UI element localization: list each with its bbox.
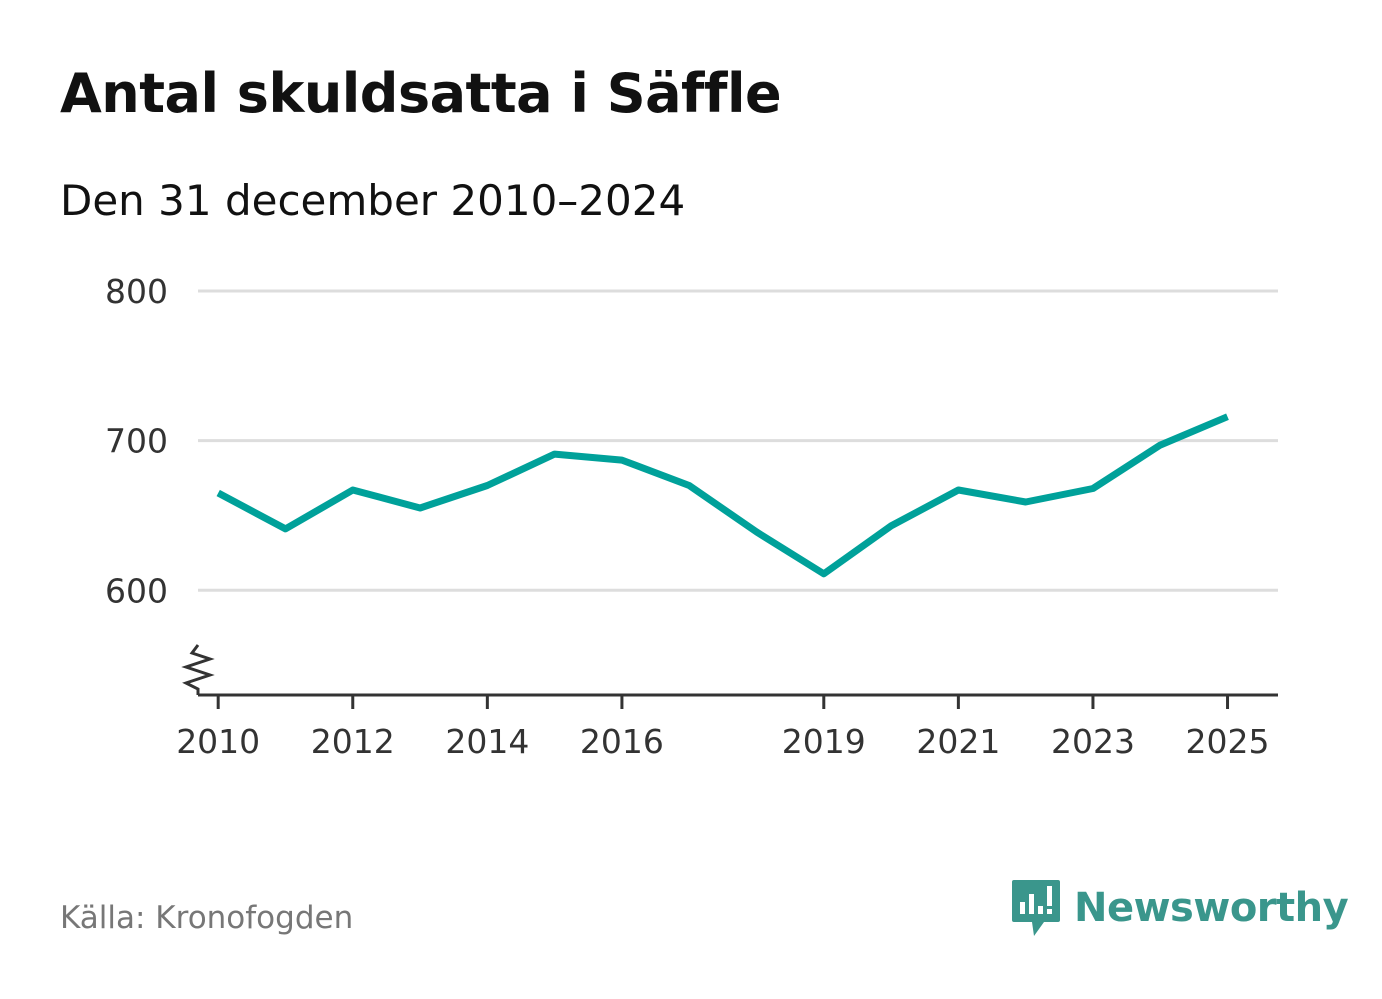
series-line-0	[216, 413, 1229, 578]
x-tick-label-2021: 2021	[916, 722, 1000, 761]
chart-title: Antal skuldsatta i Säffle	[60, 62, 782, 125]
y-tick-label-700: 700	[105, 422, 168, 461]
chart-subtitle: Den 31 december 2010–2024	[60, 176, 686, 225]
y-tick-labels: 600 700 800	[105, 272, 168, 610]
newsworthy-logo-text: Newsworthy	[1074, 885, 1349, 931]
source-note: Källa: Kronofogden	[60, 900, 354, 936]
x-tick-label-2010: 2010	[176, 722, 260, 761]
x-tick-label-2019: 2019	[782, 722, 866, 761]
y-tick-label-600: 600	[105, 571, 168, 610]
series	[216, 413, 1229, 578]
gridlines	[198, 289, 1278, 592]
x-axis	[198, 693, 1278, 709]
axis-break	[181, 644, 215, 695]
x-tick-label-2023: 2023	[1051, 722, 1135, 761]
x-tick-label-2014: 2014	[445, 722, 529, 761]
x-tick-label-2016: 2016	[580, 722, 664, 761]
newsworthy-logo: Newsworthy	[1010, 878, 1349, 938]
x-tick-labels: 2010 2012 2014 2016 2019 2021 2023 2025	[176, 722, 1269, 761]
newsworthy-logo-icon	[1012, 880, 1060, 936]
y-tick-label-800: 800	[105, 272, 168, 311]
y-axis-break-mark	[181, 644, 215, 695]
x-tick-label-2025: 2025	[1186, 722, 1270, 761]
x-tick-label-2012: 2012	[311, 722, 395, 761]
